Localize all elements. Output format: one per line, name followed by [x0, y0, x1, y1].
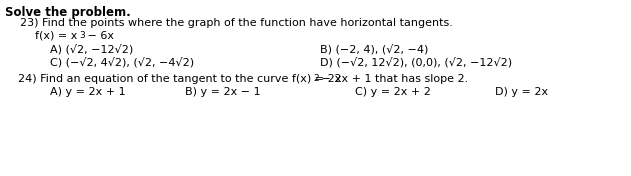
- Text: A) (√2, −12√2): A) (√2, −12√2): [50, 44, 133, 55]
- Text: − 2x + 1 that has slope 2.: − 2x + 1 that has slope 2.: [318, 74, 468, 84]
- Text: − 6x: − 6x: [84, 31, 114, 41]
- Text: B) y = 2x − 1: B) y = 2x − 1: [185, 87, 261, 97]
- Text: f(x) = x: f(x) = x: [35, 31, 78, 41]
- Text: 3: 3: [79, 31, 85, 40]
- Text: C) y = 2x + 2: C) y = 2x + 2: [355, 87, 431, 97]
- Text: D) (−√2, 12√2), (0,0), (√2, −12√2): D) (−√2, 12√2), (0,0), (√2, −12√2): [320, 57, 512, 68]
- Text: D) y = 2x: D) y = 2x: [495, 87, 548, 97]
- Text: Solve the problem.: Solve the problem.: [5, 6, 131, 19]
- Text: 23) Find the points where the graph of the function have horizontal tangents.: 23) Find the points where the graph of t…: [20, 18, 453, 28]
- Text: 2: 2: [313, 74, 319, 83]
- Text: B) (−2, 4), (√2, −4): B) (−2, 4), (√2, −4): [320, 44, 428, 55]
- Text: A) y = 2x + 1: A) y = 2x + 1: [50, 87, 126, 97]
- Text: 24) Find an equation of the tangent to the curve f(x) = 2x: 24) Find an equation of the tangent to t…: [18, 74, 341, 84]
- Text: C) (−√2, 4√2), (√2, −4√2): C) (−√2, 4√2), (√2, −4√2): [50, 57, 194, 68]
